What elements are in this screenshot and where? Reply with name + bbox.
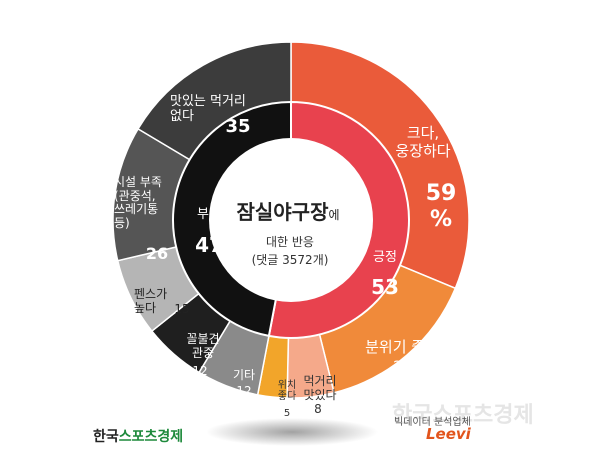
right-caption: 빅데이터 분석업체: [394, 417, 471, 428]
chart-subtitle-line1: 대한 반응: [266, 235, 314, 249]
label-no-tasty-food-name: 맛있는 먹거리 없다: [170, 93, 246, 124]
value-rude-fans: 12: [188, 351, 212, 379]
value-positive-text: 53: [371, 275, 399, 299]
value-positive: 53: [365, 253, 405, 299]
label-big-majestic-name: 크다, 웅장하다: [395, 124, 451, 160]
label-good-location-name: 위치 좋다: [277, 379, 297, 403]
right-logo: Leevi: [426, 425, 471, 443]
value-good-location-text: 5: [283, 407, 291, 419]
value-tasty-food-text: 8: [314, 401, 322, 416]
label-good-atmosphere-name: 분위기 좋다: [365, 338, 439, 357]
value-other-text: 12: [236, 383, 252, 398]
label-tasty-food: 먹거리 맛있다: [296, 361, 344, 402]
label-high-fence: 펜스가 높다: [134, 274, 186, 315]
label-big-majestic: 크다, 웅장하다: [383, 108, 463, 160]
label-other: 기타: [222, 355, 266, 383]
value-negative: 47: [189, 211, 229, 257]
label-high-fence-name: 펜스가 높다: [134, 286, 168, 315]
value-lack-facilities-text: 26: [145, 244, 169, 264]
watermark: 한국스포츠경제: [392, 403, 534, 428]
value-good-atmosphere: 28: [382, 343, 422, 375]
value-big-majestic-text: 59 %: [425, 181, 457, 232]
chart-subtitle-line2: (댓글 3572개): [251, 253, 329, 267]
value-good-location: 5: [279, 396, 295, 419]
label-positive-name: 긍정: [373, 249, 397, 265]
label-negative-name: 부정: [197, 206, 221, 222]
value-high-fence-text: 15: [174, 301, 190, 316]
chart-title: 잠실야구장에: [218, 196, 358, 225]
label-negative: 부정: [191, 193, 227, 223]
left-logo: 한국스포츠경제: [93, 426, 183, 446]
value-other: 12: [232, 371, 256, 399]
label-other-name: 기타: [232, 367, 256, 382]
value-rude-fans-text: 12: [192, 363, 208, 378]
chart-title-suffix: 에: [328, 208, 340, 222]
label-positive: 긍정: [367, 236, 403, 266]
drop-shadow: [206, 418, 378, 446]
value-tasty-food: 8: [308, 389, 328, 417]
chart-title-main: 잠실야구장: [236, 200, 329, 224]
label-lack-facilities: 시설 부족 (관중석, 쓰레기통 등): [114, 162, 184, 231]
left-logo-prefix: 한국: [93, 429, 119, 445]
label-lack-facilities-name: 시설 부족 (관중석, 쓰레기통 등): [114, 174, 162, 231]
value-lack-facilities: 26: [142, 227, 172, 264]
label-good-atmosphere: 분위기 좋다: [352, 322, 452, 357]
center-disc: [209, 138, 373, 302]
value-good-atmosphere-text: 28: [393, 359, 411, 376]
label-tasty-food-name: 먹거리 맛있다: [303, 373, 337, 402]
value-no-tasty-food-text: 35: [225, 115, 251, 137]
value-big-majestic: 59 %: [416, 156, 466, 232]
chart-subtitle: 대한 반응 (댓글 3572개): [230, 233, 350, 269]
value-high-fence: 15: [170, 289, 194, 317]
left-logo-main: 스포츠경제: [118, 429, 184, 445]
label-rude-fans-name: 꼴불견 관중: [186, 331, 220, 360]
label-no-tasty-food: 맛있는 먹거리 없다: [170, 80, 280, 125]
value-no-tasty-food: 35: [218, 96, 258, 137]
value-negative-text: 47: [195, 233, 223, 257]
label-rude-fans: 꼴불견 관중: [178, 319, 228, 360]
label-good-location: 위치 좋다: [274, 368, 300, 403]
